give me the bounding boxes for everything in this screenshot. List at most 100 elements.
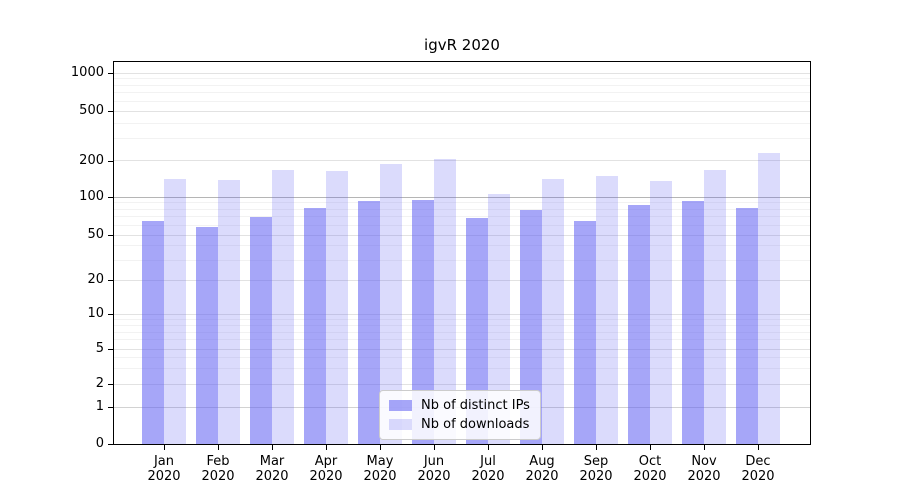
gridline-minor (114, 208, 810, 210)
y-tick-mark (108, 280, 113, 281)
legend-label-distinct-ips: Nb of distinct IPs (421, 398, 530, 413)
gridline-minor (114, 100, 810, 102)
y-tick-mark (108, 384, 113, 385)
bar-distinct-ips-jul (466, 218, 488, 444)
legend-label-downloads: Nb of downloads (421, 417, 530, 432)
bar-downloads-jun (434, 158, 456, 444)
gridline-minor (114, 368, 810, 369)
y-tick-label: 1000 (70, 65, 104, 80)
x-tick-mark (434, 445, 435, 450)
gridline-minor (114, 357, 810, 359)
x-tick-label-may: May 2020 (363, 454, 397, 484)
x-tick-label-apr: Apr 2020 (309, 454, 343, 484)
bar-distinct-ips-mar (250, 217, 272, 444)
gridline-minor (114, 138, 810, 140)
y-tick-label: 20 (87, 272, 104, 287)
x-tick-mark (380, 445, 381, 450)
bar-distinct-ips-aug (520, 209, 542, 444)
x-tick-label-jan: Jan 2020 (147, 454, 181, 484)
y-tick-mark (108, 160, 113, 162)
y-tick-mark (108, 197, 113, 198)
bar-distinct-ips-sep (574, 221, 596, 444)
gridline-minor (114, 202, 810, 204)
bar-downloads-jul (488, 194, 510, 444)
x-tick-label-nov: Nov 2020 (687, 454, 721, 484)
gridline-minor (114, 84, 810, 86)
bar-distinct-ips-dec (736, 207, 758, 444)
y-tick-label: 5 (95, 341, 104, 356)
x-tick-label-dec: Dec 2020 (741, 454, 775, 484)
axis-spine-bottom (113, 444, 811, 445)
y-tick-label: 200 (79, 152, 104, 168)
bar-downloads-dec (758, 152, 780, 444)
gridline-minor (114, 331, 810, 333)
bar-downloads-jan (164, 179, 186, 444)
x-tick-label-mar: Mar 2020 (255, 454, 289, 484)
legend-item-downloads: Nb of downloads (389, 417, 530, 432)
x-tick-label-sep: Sep 2020 (579, 454, 613, 484)
bar-downloads-oct (650, 181, 672, 444)
y-tick-label: 500 (79, 103, 104, 118)
legend: Nb of distinct IPs Nb of downloads (379, 390, 541, 440)
y-tick-label: 2 (95, 376, 104, 391)
x-tick-mark (164, 445, 165, 450)
gridline-major (114, 234, 810, 236)
x-tick-label-jun: Jun 2020 (417, 454, 451, 484)
gridline-major (114, 348, 810, 350)
x-tick-label-jul: Jul 2020 (471, 454, 505, 484)
y-tick-mark (108, 314, 113, 315)
legend-item-distinct-ips: Nb of distinct IPs (389, 398, 530, 413)
x-tick-mark (272, 445, 273, 450)
x-tick-mark (542, 445, 543, 450)
x-tick-mark (218, 445, 219, 450)
bar-distinct-ips-nov (682, 200, 704, 444)
gridline-minor (114, 259, 810, 261)
legend-swatch-distinct-ips (389, 400, 412, 411)
bar-distinct-ips-feb (196, 226, 218, 444)
y-tick-mark (108, 235, 113, 236)
bar-distinct-ips-oct (628, 205, 650, 444)
y-tick-label: 1 (95, 399, 104, 414)
gridline-minor (114, 324, 810, 326)
x-tick-mark (758, 445, 759, 450)
x-tick-mark (326, 445, 327, 450)
bar-downloads-may (380, 164, 402, 444)
y-tick-mark (108, 444, 113, 445)
axis-spine-right (810, 61, 811, 445)
gridline-minor (114, 318, 810, 320)
y-tick-label: 10 (87, 306, 104, 321)
y-tick-label: 100 (79, 189, 104, 204)
x-tick-mark (596, 445, 597, 450)
x-tick-label-oct: Oct 2020 (633, 454, 667, 484)
bar-downloads-mar (272, 169, 294, 444)
axis-spine-left (113, 61, 114, 445)
gridline-major (114, 313, 810, 315)
x-tick-label-aug: Aug 2020 (525, 454, 559, 484)
gridline-minor (114, 245, 810, 247)
chart-title: igvR 2020 (424, 36, 500, 54)
gridline-minor (114, 339, 810, 341)
gridline-major (114, 383, 810, 385)
y-tick-label: 0 (95, 436, 104, 451)
gridline-minor (114, 78, 810, 80)
bar-distinct-ips-may (358, 200, 380, 444)
gridline-minor (114, 224, 810, 226)
y-tick-mark (108, 111, 113, 112)
y-tick-mark (108, 349, 113, 350)
gridline-major (114, 110, 810, 112)
bar-downloads-aug (542, 178, 564, 444)
gridline-major (114, 160, 810, 161)
bar-downloads-sep (596, 175, 618, 444)
bar-distinct-ips-jun (412, 200, 434, 444)
x-tick-mark (704, 445, 705, 450)
bar-downloads-feb (218, 180, 240, 444)
gridline-minor (114, 122, 810, 124)
y-tick-label: 50 (87, 227, 104, 242)
legend-swatch-downloads (389, 419, 412, 430)
gridline-major (114, 196, 810, 198)
x-tick-label-feb: Feb 2020 (201, 454, 235, 484)
y-tick-mark (108, 407, 113, 408)
bar-distinct-ips-jan (142, 220, 164, 444)
x-tick-mark (650, 445, 651, 450)
